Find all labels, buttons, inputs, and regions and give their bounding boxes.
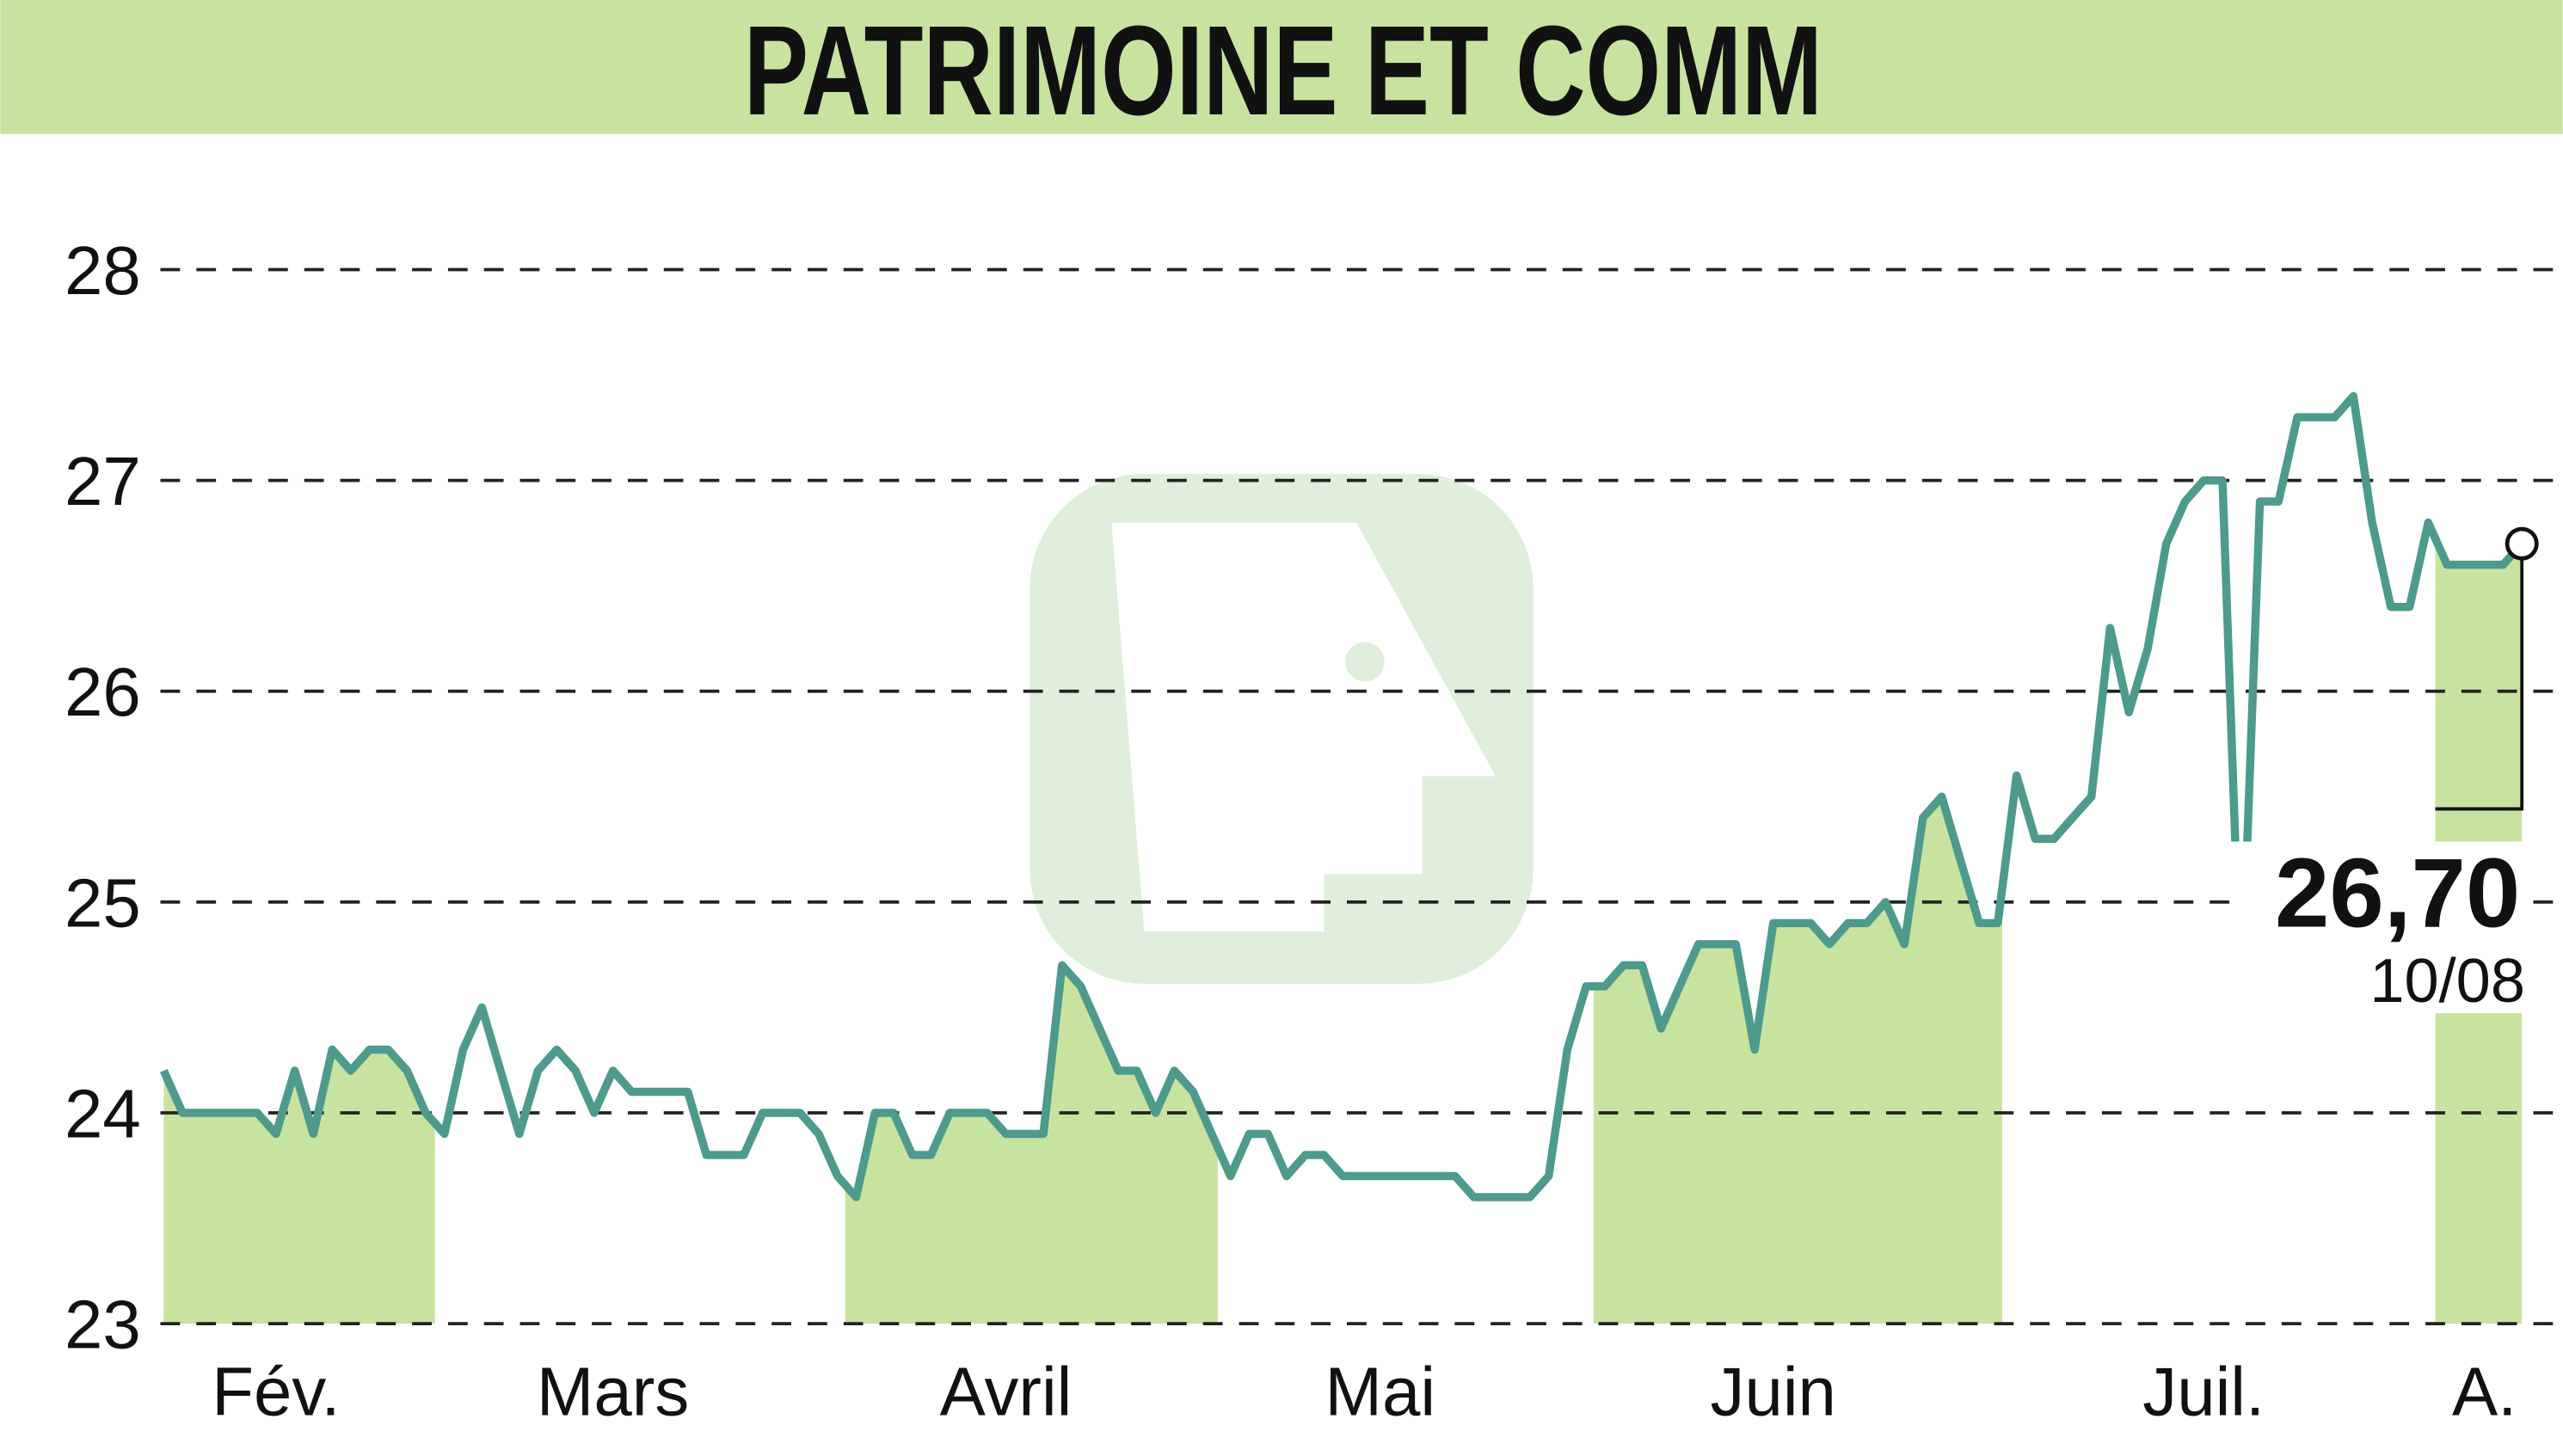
y-tick-label: 25 bbox=[65, 864, 141, 941]
value-label: 26,70 bbox=[2275, 839, 2520, 948]
y-tick-label: 23 bbox=[65, 1287, 141, 1363]
last-bracket bbox=[2435, 544, 2524, 811]
watermark bbox=[1030, 474, 1533, 984]
x-tick-label: A. bbox=[2452, 1353, 2517, 1429]
shaded-area bbox=[163, 396, 2523, 1324]
x-tick-label: Juil. bbox=[2142, 1353, 2265, 1429]
x-tick-label: Mai bbox=[1325, 1353, 1435, 1429]
x-tick-label: Fév. bbox=[212, 1353, 340, 1429]
y-tick-label: 28 bbox=[65, 232, 141, 309]
y-tick-label: 26 bbox=[65, 654, 141, 730]
x-tick-label: Mars bbox=[537, 1353, 689, 1429]
price-line bbox=[159, 391, 2525, 1201]
x-tick-label: Avril bbox=[940, 1353, 1073, 1429]
title-bar bbox=[0, 0, 2563, 134]
last-date: 10/08 bbox=[2369, 947, 2525, 1016]
x-tick-label: Juin bbox=[1711, 1353, 1836, 1429]
chart-title: PATRIMOINE ET COMM bbox=[744, 0, 1822, 142]
label-backdrop bbox=[2230, 841, 2534, 1014]
y-tick-label: 27 bbox=[65, 443, 141, 519]
last-point bbox=[2505, 526, 2539, 561]
y-tick-label: 24 bbox=[65, 1075, 141, 1152]
